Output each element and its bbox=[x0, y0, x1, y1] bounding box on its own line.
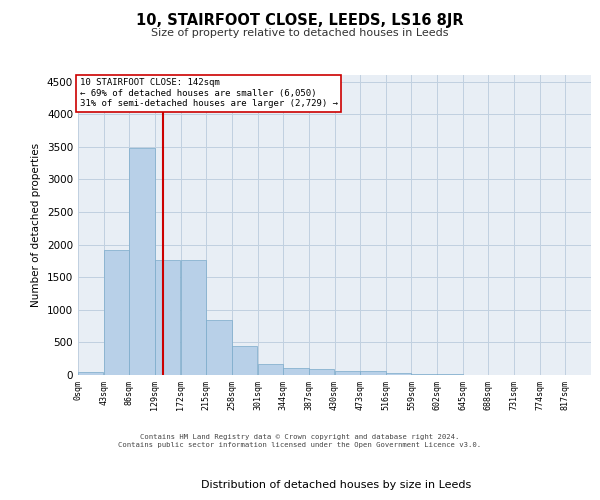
Bar bbox=[257, 364, 283, 375]
Bar bbox=[412, 374, 437, 375]
Bar bbox=[309, 369, 334, 375]
Bar bbox=[206, 320, 232, 375]
Bar bbox=[130, 148, 155, 375]
Text: 10 STAIRFOOT CLOSE: 142sqm
← 69% of detached houses are smaller (6,050)
31% of s: 10 STAIRFOOT CLOSE: 142sqm ← 69% of deta… bbox=[80, 78, 338, 108]
Text: 10, STAIRFOOT CLOSE, LEEDS, LS16 8JR: 10, STAIRFOOT CLOSE, LEEDS, LS16 8JR bbox=[136, 12, 464, 28]
Bar bbox=[437, 374, 463, 375]
Bar bbox=[181, 260, 206, 375]
Bar bbox=[360, 372, 386, 375]
Bar bbox=[335, 371, 360, 375]
Y-axis label: Number of detached properties: Number of detached properties bbox=[31, 143, 41, 307]
Text: Contains HM Land Registry data © Crown copyright and database right 2024.
Contai: Contains HM Land Registry data © Crown c… bbox=[118, 434, 482, 448]
Text: Size of property relative to detached houses in Leeds: Size of property relative to detached ho… bbox=[151, 28, 449, 38]
Bar bbox=[386, 372, 411, 375]
Bar bbox=[78, 372, 103, 375]
Bar bbox=[232, 346, 257, 375]
Bar bbox=[283, 368, 308, 375]
Bar bbox=[104, 250, 129, 375]
Bar bbox=[155, 260, 181, 375]
Text: Distribution of detached houses by size in Leeds: Distribution of detached houses by size … bbox=[201, 480, 471, 490]
